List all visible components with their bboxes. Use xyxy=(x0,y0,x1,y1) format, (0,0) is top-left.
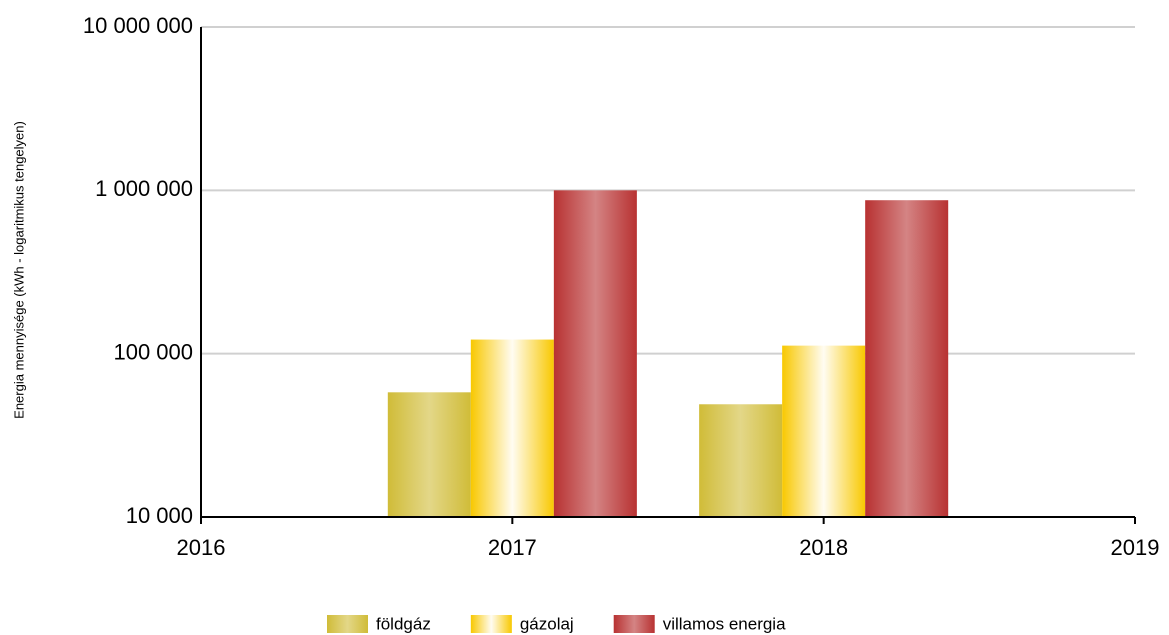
legend-label: gázolaj xyxy=(520,614,574,633)
x-tick-label: 2016 xyxy=(177,535,226,560)
y-tick-label: 10 000 000 xyxy=(83,13,193,38)
bar xyxy=(782,345,866,517)
x-tick-label: 2017 xyxy=(488,535,537,560)
y-tick-label: 1 000 000 xyxy=(95,176,193,201)
legend-swatch xyxy=(327,615,368,633)
bar xyxy=(470,339,554,517)
legend-swatch xyxy=(470,615,512,633)
bar xyxy=(865,200,949,517)
y-tick-label: 100 000 xyxy=(113,339,193,364)
legend-label: villamos energia xyxy=(663,614,786,633)
x-tick-label: 2018 xyxy=(799,535,848,560)
legend-swatch xyxy=(613,615,655,633)
x-tick-label: 2019 xyxy=(1111,535,1160,560)
y-axis-label: Energia mennyisége (kWh - logaritmikus t… xyxy=(11,121,26,419)
y-tick-label: 10 000 xyxy=(126,503,193,528)
legend-label: földgáz xyxy=(376,614,431,633)
bar xyxy=(699,404,783,517)
bar xyxy=(553,190,637,518)
bar xyxy=(387,392,471,517)
